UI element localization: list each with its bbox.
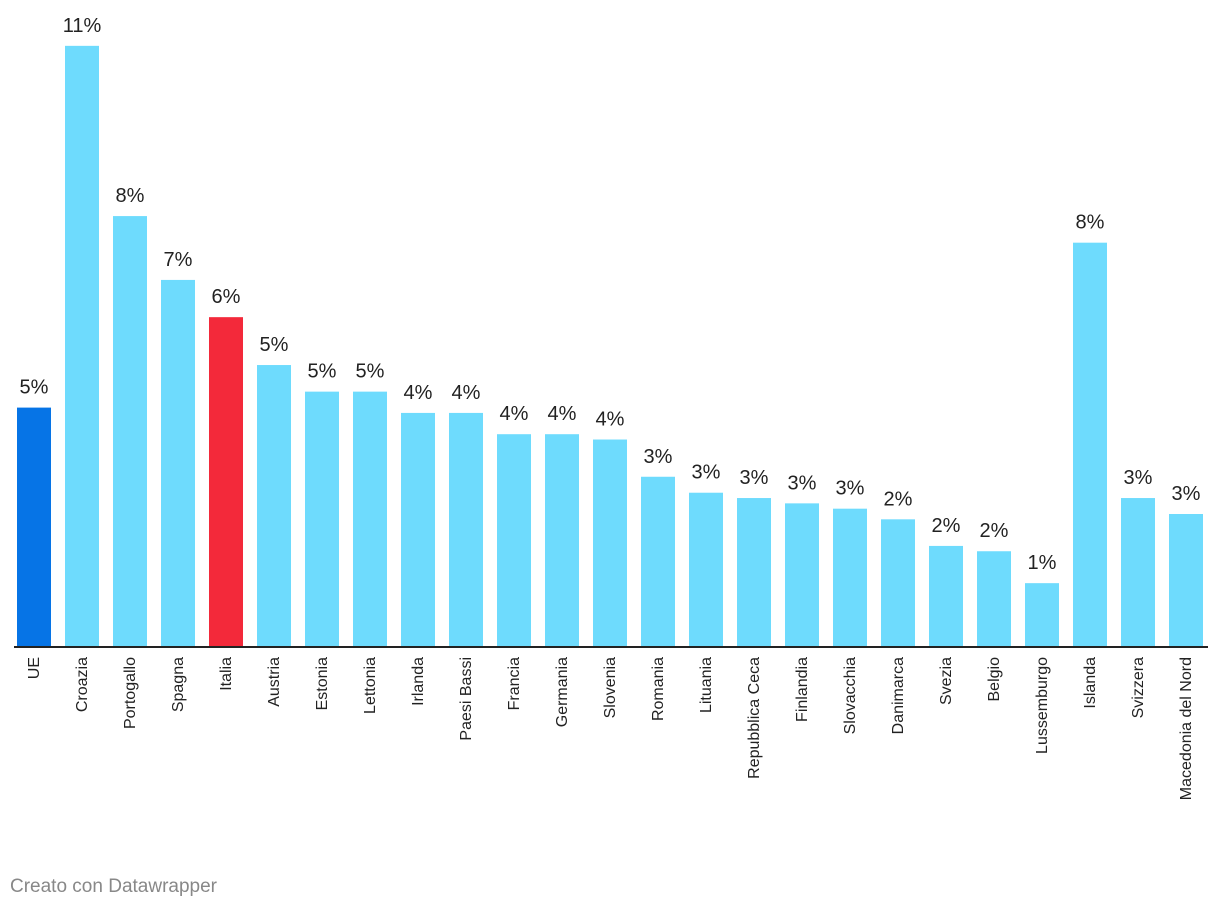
category-label-portogallo: Portogallo (122, 657, 139, 729)
bar-germania (545, 434, 579, 647)
value-label-germania: 4% (548, 403, 577, 425)
category-label-paesi-bassi: Paesi Bassi (458, 657, 475, 741)
value-label-lussemburgo: 1% (1028, 552, 1057, 574)
category-label-romania: Romania (650, 657, 667, 721)
value-label-austria: 5% (260, 334, 289, 356)
category-label-croazia: Croazia (74, 657, 91, 712)
category-label-danimarca: Danimarca (890, 657, 907, 734)
value-label-portogallo: 8% (116, 185, 145, 207)
category-label-francia: Francia (506, 657, 523, 710)
bar-finlandia (785, 503, 819, 647)
value-label-belgio: 2% (980, 520, 1009, 542)
value-label-irlanda: 4% (404, 382, 433, 404)
value-label-romania: 3% (644, 446, 673, 468)
value-label-svizzera: 3% (1124, 467, 1153, 489)
bar-spagna (161, 279, 195, 647)
value-label-danimarca: 2% (884, 488, 913, 510)
value-label-lituania: 3% (692, 462, 721, 484)
bar-austria (257, 365, 291, 647)
category-labels-group: UE Croazia Portogallo Spagna Italia Austria Es… (26, 657, 1195, 800)
category-label-slovacchia: Slovacchia (842, 657, 859, 734)
value-label-repubblica-ceca: 3% (740, 467, 769, 489)
category-label-lussemburgo: Lussemburgo (1034, 657, 1051, 754)
category-label-belgio: Belgio (986, 657, 1003, 702)
bar-svezia (929, 545, 963, 647)
category-label-italia: Italia (218, 657, 235, 691)
value-label-paesi-bassi: 4% (452, 382, 481, 404)
value-label-slovacchia: 3% (836, 478, 865, 500)
category-label-islanda: Islanda (1082, 657, 1099, 709)
bar-ue (17, 407, 51, 647)
value-label-estonia: 5% (308, 361, 337, 383)
value-labels-group: 5% 11% 8% 7% 6% 5% 5% 5% 4% 4% 4% 4% 4% 3% 3% 3% 3% 3% 2% 2… (20, 15, 1201, 574)
bar-macedonia-del-nord (1169, 514, 1203, 647)
value-label-finlandia: 3% (788, 472, 817, 494)
bar-lettonia (353, 391, 387, 647)
value-label-lettonia: 5% (356, 361, 385, 383)
category-label-repubblica-ceca: Repubblica Ceca (746, 657, 763, 779)
bar-paesi-bassi (449, 412, 483, 647)
value-label-croazia: 11% (63, 15, 102, 37)
category-label-slovenia: Slovenia (602, 657, 619, 718)
bar-italia (209, 317, 243, 647)
bar-danimarca (881, 519, 915, 647)
category-label-macedonia-del-nord: Macedonia del Nord (1178, 657, 1195, 800)
value-label-slovenia: 4% (596, 409, 625, 431)
category-label-finlandia: Finlandia (794, 657, 811, 722)
bar-belgio (977, 551, 1011, 647)
bar-slovenia (593, 439, 627, 647)
bar-portogallo (113, 216, 147, 647)
bar-francia (497, 434, 531, 647)
category-label-austria: Austria (266, 657, 283, 707)
bars-group (17, 45, 1203, 647)
value-label-svezia: 2% (932, 515, 961, 537)
bar-lussemburgo (1025, 583, 1059, 647)
bar-lituania (689, 492, 723, 647)
bar-svizzera (1121, 498, 1155, 647)
category-label-lettonia: Lettonia (362, 657, 379, 714)
category-label-spagna: Spagna (170, 657, 187, 712)
value-label-francia: 4% (500, 403, 529, 425)
value-label-ue: 5% (20, 377, 49, 399)
category-label-svezia: Svezia (938, 657, 955, 705)
category-label-ue: UE (26, 657, 43, 679)
bar-irlanda (401, 412, 435, 647)
bar-repubblica-ceca (737, 498, 771, 647)
bar-islanda (1073, 242, 1107, 647)
category-label-svizzera: Svizzera (1130, 657, 1147, 718)
category-label-germania: Germania (554, 657, 571, 727)
credit-text: Creato con Datawrapper (10, 876, 217, 897)
bar-chart: 5% 11% 8% 7% 6% 5% 5% 5% 4% 4% 4% 4% 4% 3% 3% 3% 3% 3% 2% 2… (14, 15, 1208, 800)
bar-estonia (305, 391, 339, 647)
value-label-macedonia-del-nord: 3% (1172, 483, 1201, 505)
category-label-lituania: Lituania (698, 657, 715, 713)
category-label-estonia: Estonia (314, 657, 331, 710)
value-label-spagna: 7% (164, 249, 193, 271)
bar-romania (641, 476, 675, 647)
value-label-italia: 6% (212, 286, 241, 308)
value-label-islanda: 8% (1076, 212, 1105, 234)
bar-croazia (65, 45, 99, 647)
bar-slovacchia (833, 508, 867, 647)
category-label-irlanda: Irlanda (410, 657, 427, 706)
